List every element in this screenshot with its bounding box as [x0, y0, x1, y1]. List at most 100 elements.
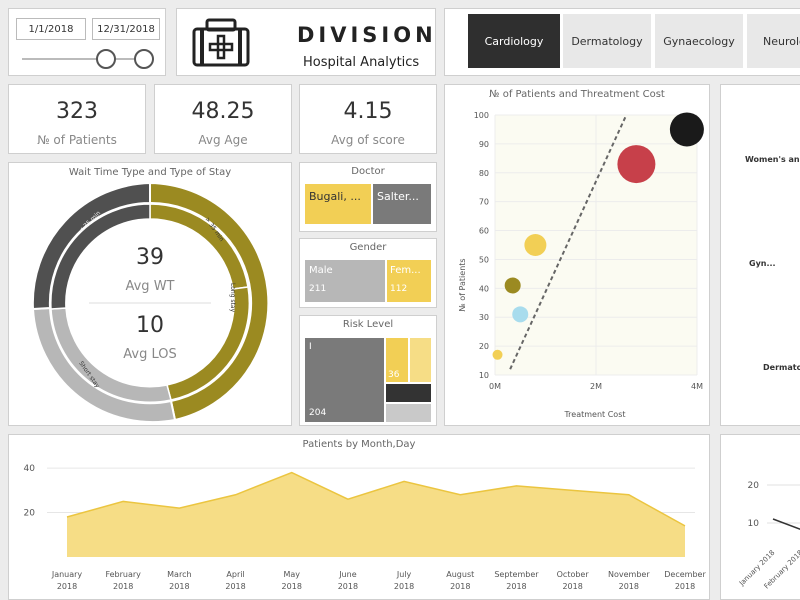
- risk-block-gold-b[interactable]: [410, 338, 431, 382]
- area-chart[interactable]: 20 40 January 2018 February 2018 March 2018 Apr…: [9, 435, 711, 600]
- right-panel-label-0: Women's and...: [745, 155, 800, 164]
- risk-small-value: 36: [388, 370, 400, 380]
- risk-block-gold-a[interactable]: 36: [386, 338, 408, 382]
- bottom-right-ytick-10: 10: [748, 519, 760, 529]
- scatter-ytick: 70: [479, 198, 489, 207]
- scatter-ytick: 90: [479, 140, 489, 149]
- doctor-title: Doctor: [351, 166, 385, 177]
- risk-block-dark[interactable]: [386, 384, 431, 402]
- kpi-age-label: Avg Age: [198, 133, 248, 147]
- scatter-ytick: 80: [479, 169, 489, 178]
- scatter-point-5: [669, 112, 704, 147]
- wait-time-donut-card: Wait Time Type and Type of Stay < 35 min…: [8, 162, 292, 426]
- area-xtick-month: January: [51, 570, 83, 579]
- area-xtick-year: 2018: [450, 582, 470, 591]
- tab-neurology[interactable]: Neurology: [747, 14, 800, 68]
- donut-outer-segment-dark: [31, 181, 151, 311]
- area-xtick-year: 2018: [338, 582, 358, 591]
- gender-item-female[interactable]: Fem... 112: [387, 260, 431, 302]
- area-xtick-year: 2018: [675, 582, 695, 591]
- risk-large-value: 204: [309, 408, 327, 418]
- scatter-xtick: 0M: [489, 382, 501, 391]
- start-date-input[interactable]: 1/1/2018: [16, 18, 86, 40]
- tab-dermatology[interactable]: Dermatology: [563, 14, 651, 68]
- date-slider-end-handle[interactable]: [134, 49, 154, 69]
- area-line: [66, 471, 686, 527]
- scatter-point-0: [492, 349, 503, 360]
- gender-female-label: Fem...: [390, 265, 421, 276]
- doctor-item-salter-label: Salter...: [377, 190, 419, 203]
- scatter-ytick: 20: [479, 342, 489, 351]
- brand-subtitle: Hospital Analytics: [303, 55, 420, 70]
- risk-card: Risk Level I 204 36: [299, 315, 437, 426]
- date-slider-start-handle[interactable]: [96, 49, 116, 69]
- scatter-card: № of Patients and Threatment Cost 10 20 30…: [444, 84, 710, 426]
- avg-los-label: Avg LOS: [123, 347, 177, 362]
- donut-seg-label-2: Long stay: [229, 283, 236, 313]
- gender-title: Gender: [349, 242, 387, 253]
- scatter-title: № of Patients and Threatment Cost: [489, 89, 665, 100]
- gender-male-value: 211: [309, 284, 327, 294]
- gender-item-male[interactable]: Male 211: [305, 260, 385, 302]
- tab-cardiology[interactable]: Cardiology: [468, 14, 560, 68]
- bottom-right-ytick-20: 20: [748, 481, 760, 491]
- scatter-point-4: [617, 145, 656, 184]
- scatter-ytick: 60: [479, 227, 489, 236]
- avg-wt-value: 39: [136, 245, 164, 270]
- area-xtick-month: April: [226, 570, 244, 579]
- scatter-ylabel: № of Patients: [458, 258, 467, 311]
- gender-male-label: Male: [309, 265, 333, 276]
- area-xtick-year: 2018: [169, 582, 189, 591]
- date-slider-track[interactable]: [22, 58, 154, 60]
- avg-wt-label: Avg WT: [125, 279, 175, 294]
- doctor-card: Doctor Bugali, ... Salter...: [299, 162, 437, 232]
- doctor-item-bugali-label: Bugali, ...: [309, 190, 361, 203]
- right-panel-label-1: Gyn...: [749, 259, 776, 268]
- risk-title: Risk Level: [342, 319, 394, 330]
- risk-block-light[interactable]: [386, 404, 431, 422]
- donut-inner-segment-dark: [50, 203, 151, 310]
- scatter-chart[interactable]: 10 20 30 40 50 60 70 80 90 100 0M 2M 4M Treatment Co…: [445, 85, 711, 427]
- tab-gynaecology[interactable]: Gynaecology: [655, 14, 743, 68]
- area-ytick: 40: [24, 464, 36, 474]
- scatter-ytick: 30: [479, 313, 489, 322]
- area-xtick-year: 2018: [57, 582, 77, 591]
- medical-kit-icon: [192, 18, 250, 67]
- scatter-trend-line: [509, 114, 628, 370]
- brand-title: DIVISION: [297, 23, 437, 47]
- risk-block-large[interactable]: I 204: [305, 338, 384, 422]
- area-xtick-year: 2018: [282, 582, 302, 591]
- gender-female-value: 112: [390, 284, 408, 294]
- doctor-item-salter[interactable]: Salter...: [373, 184, 431, 224]
- area-title: Patients by Month,Day: [302, 439, 416, 450]
- area-xtick-month: November: [608, 570, 650, 579]
- kpi-score-value: 4.15: [343, 99, 393, 124]
- area-xtick-month: February: [105, 570, 141, 579]
- scatter-xtick: 2M: [590, 382, 602, 391]
- area-xtick-month: August: [446, 570, 474, 579]
- area-xtick-month: March: [167, 570, 191, 579]
- kpi-score-label: Avg of score: [331, 133, 405, 147]
- scatter-ytick: 10: [479, 371, 489, 380]
- bottom-right-chart[interactable]: 20 10 January 2018 February 2018: [721, 435, 800, 600]
- right-panel-card: Women's and... Gyn... Dermato...: [720, 84, 800, 426]
- donut-title: Wait Time Type and Type of Stay: [68, 167, 232, 178]
- right-panel-label-2: Dermato...: [763, 363, 800, 372]
- area-xtick-year: 2018: [113, 582, 133, 591]
- end-date-input[interactable]: 12/31/2018: [92, 18, 160, 40]
- area-xtick-month: October: [557, 570, 590, 579]
- doctor-item-bugali[interactable]: Bugali, ...: [305, 184, 371, 224]
- kpi-patients-label: № of Patients: [37, 133, 117, 147]
- scatter-ytick: 40: [479, 284, 489, 293]
- scatter-point-2: [504, 277, 521, 294]
- area-fill: [67, 472, 685, 557]
- scatter-xlabel: Treatment Cost: [563, 410, 625, 419]
- area-xtick-month: September: [494, 570, 539, 579]
- kpi-patients-value: 323: [56, 99, 98, 124]
- brand-card: DIVISION Hospital Analytics: [176, 8, 436, 76]
- scatter-point-1: [512, 306, 529, 323]
- scatter-point-3: [524, 234, 547, 256]
- area-xtick-year: 2018: [394, 582, 414, 591]
- donut-chart[interactable]: < 35 min > 35 min Long stay Short stay: [9, 163, 293, 427]
- avg-los-value: 10: [136, 313, 164, 338]
